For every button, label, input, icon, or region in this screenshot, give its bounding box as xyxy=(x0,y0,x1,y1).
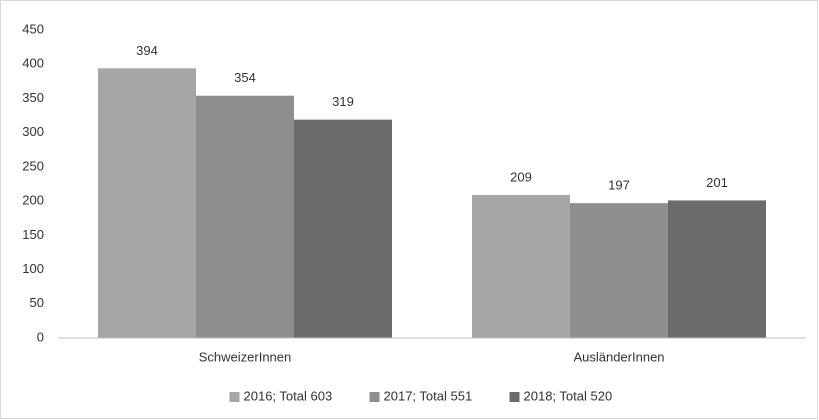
y-tick-label: 250 xyxy=(22,158,44,173)
y-tick-label: 100 xyxy=(22,261,44,276)
data-label: 197 xyxy=(608,178,630,193)
bar xyxy=(98,68,196,338)
y-tick-label: 300 xyxy=(22,124,44,139)
data-label: 394 xyxy=(136,43,158,58)
y-tick-label: 200 xyxy=(22,193,44,208)
bar xyxy=(668,200,766,338)
x-tick-label: AusländerInnen xyxy=(573,349,664,364)
data-label: 354 xyxy=(234,70,256,85)
data-label: 209 xyxy=(510,169,532,184)
legend-label: 2016; Total 603 xyxy=(244,388,333,403)
data-label: 201 xyxy=(706,175,728,190)
y-tick-label: 50 xyxy=(30,295,44,310)
y-tick-label: 350 xyxy=(22,90,44,105)
bar xyxy=(570,203,668,338)
data-label: 319 xyxy=(332,94,354,109)
bar xyxy=(294,119,392,338)
legend-label: 2017; Total 551 xyxy=(384,388,473,403)
legend-swatch xyxy=(369,392,380,402)
y-tick-label: 450 xyxy=(22,21,44,36)
legend-label: 2018; Total 520 xyxy=(524,388,613,403)
bar xyxy=(472,194,570,338)
x-tick-label: SchweizerInnen xyxy=(199,349,292,364)
y-tick-label: 150 xyxy=(22,227,44,242)
bar xyxy=(196,95,294,338)
y-tick-label: 0 xyxy=(37,329,44,344)
legend-swatch xyxy=(229,392,240,402)
legend-swatch xyxy=(509,392,520,402)
y-tick-label: 400 xyxy=(22,56,44,71)
